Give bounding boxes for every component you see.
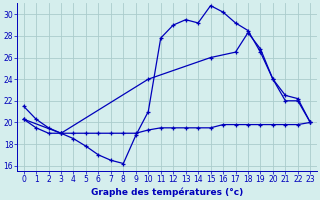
X-axis label: Graphe des températures (°c): Graphe des températures (°c) [91,187,243,197]
